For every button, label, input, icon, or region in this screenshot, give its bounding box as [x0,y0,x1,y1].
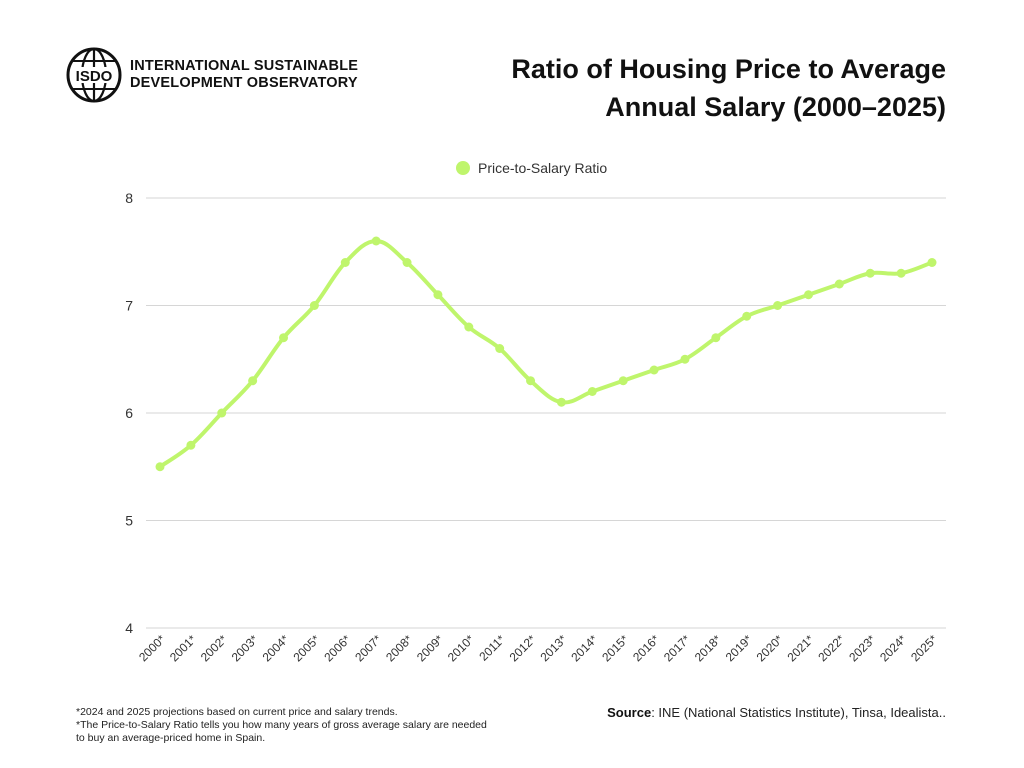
x-tick-label: 2011* [476,632,508,664]
x-tick-label: 2008* [383,632,415,664]
source-line: Source: INE (National Statistics Institu… [607,705,946,720]
x-tick-label: 2014* [568,632,600,664]
data-point-2017 [680,354,690,364]
data-point-2000 [155,462,165,472]
y-tick-label: 8 [125,190,133,206]
x-tick-label: 2020* [754,632,786,664]
x-tick-label: 2002* [198,632,230,664]
data-point-2022 [834,279,844,289]
org-name-line2: DEVELOPMENT OBSERVATORY [130,75,358,91]
y-tick-label: 4 [125,620,133,636]
y-tick-label: 5 [125,513,133,529]
series-line [158,239,934,469]
x-tick-label: 2006* [321,632,353,664]
data-point-2006 [340,258,350,267]
data-point-2014 [587,387,597,396]
data-point-2020 [773,301,783,310]
data-point-2001 [186,440,196,450]
grid-lines [146,197,946,629]
x-tick-label: 2009* [414,632,446,664]
data-point-2016 [649,365,659,375]
data-point-2013 [556,397,566,407]
x-tick-label: 2022* [815,632,847,664]
x-tick-label: 2015* [599,632,631,664]
x-tick-label: 2025* [908,632,940,664]
org-name-line1: INTERNATIONAL SUSTAINABLE [130,58,359,74]
chart-title-line2: Annual Salary (2000–2025) [605,92,946,122]
y-tick-label: 6 [125,405,133,421]
x-tick-label: 2012* [507,632,539,664]
x-tick-label: 2010* [445,632,477,664]
x-tick-label: 2007* [352,632,384,664]
org-name: INTERNATIONAL SUSTAINABLE DEVELOPMENT OB… [130,58,358,92]
source-text: : INE (National Statistics Institute), T… [651,705,946,720]
x-tick-label: 2003* [229,632,261,664]
data-point-2009 [433,290,443,300]
data-point-2015 [618,376,628,386]
chart-title: Ratio of Housing Price to Average Annual… [386,50,946,126]
legend-swatch [456,161,470,175]
legend-label: Price-to-Salary Ratio [478,160,608,176]
x-tick-label: 2023* [846,632,878,664]
data-point-2021 [803,290,813,300]
data-point-2018 [711,333,721,343]
data-point-2011 [495,344,505,353]
data-point-2008 [402,258,412,267]
y-axis-ticks: 4 5 6 7 8 [125,190,133,636]
x-tick-label: 2018* [692,632,724,664]
x-tick-label: 2024* [877,632,909,664]
data-point-2002 [217,408,227,418]
x-tick-label: 2005* [290,632,322,664]
data-point-2003 [248,376,258,386]
x-tick-label: 2001* [167,632,199,664]
footnote-projection: *2024 and 2025 projections based on curr… [76,706,398,718]
x-tick-label: 2004* [260,632,292,664]
x-tick-label: 2016* [630,632,662,664]
data-point-2019 [742,311,752,321]
data-point-2012 [526,376,536,386]
footnote-definition: *The Price-to-Salary Ratio tells you how… [76,719,487,744]
data-point-2024 [896,268,906,278]
x-tick-label: 2019* [723,632,755,664]
x-tick-label: 2000* [136,632,168,664]
y-tick-label: 7 [125,298,133,314]
x-tick-label: 2017* [661,632,693,664]
data-point-2010 [464,322,474,332]
logo-text: ISDO [76,68,113,85]
data-point-2025 [927,258,937,267]
org-logo: ISDO INTERNATIONAL SUSTAINABLE DEVELOPME… [66,47,358,103]
data-point-2004 [279,333,289,343]
series-layer [155,236,937,472]
data-point-2007 [371,236,381,246]
globe-logo-icon: ISDO [66,47,122,103]
data-point-2023 [865,268,875,278]
source-label: Source [607,705,652,720]
chart-title-line1: Ratio of Housing Price to Average [511,54,946,84]
footnote: *2024 and 2025 projections based on curr… [76,706,496,745]
x-tick-label: 2013* [537,632,569,664]
data-point-2005 [309,301,319,310]
x-tick-label: 2021* [785,632,817,664]
chart-legend: Price-to-Salary Ratio [456,160,607,176]
x-axis-ticks: 2000*2001*2002*2003*2004*2005*2006*2007*… [136,632,940,664]
